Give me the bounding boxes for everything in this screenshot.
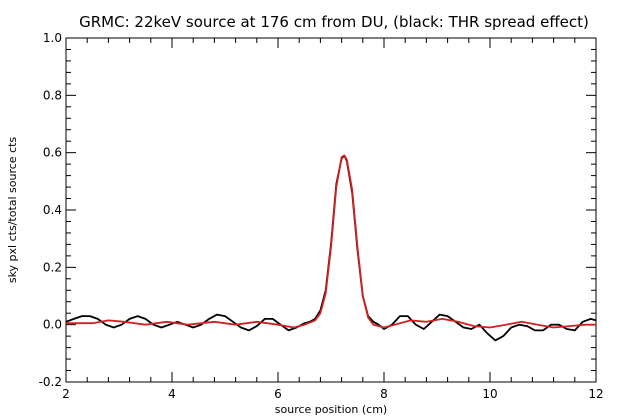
y-tick-label: 0.4 (43, 203, 62, 217)
tick-labels-layer: 2 4 6 8 10 12 -0.2 0.0 0.2 0.4 0.6 0.8 1.0 (39, 31, 604, 401)
x-tick-label: 12 (588, 387, 603, 401)
y-tick-label: 0.2 (43, 260, 62, 274)
series-layer (65, 154, 597, 342)
x-tick-label: 10 (482, 387, 497, 401)
y-tick-label: 0.6 (43, 146, 62, 160)
x-tick-label: 2 (62, 387, 70, 401)
x-axis-label: source position (cm) (275, 403, 387, 416)
x-tick-label: 8 (380, 387, 388, 401)
x-tick-label: 6 (274, 387, 282, 401)
plot-frame (65, 37, 597, 383)
y-axis-label: sky pxl cts/total source cts (6, 137, 19, 284)
y-tick-label: 1.0 (43, 31, 62, 45)
x-tick-label: 4 (168, 387, 176, 401)
y-tick-label: -0.2 (39, 375, 62, 389)
ticks-layer (65, 37, 597, 383)
series-line-2 (66, 154, 596, 329)
y-tick-label: 0.0 (43, 318, 62, 332)
chart-title: GRMC: 22keV source at 176 cm from DU, (b… (79, 13, 589, 31)
y-tick-label: 0.8 (43, 88, 62, 102)
